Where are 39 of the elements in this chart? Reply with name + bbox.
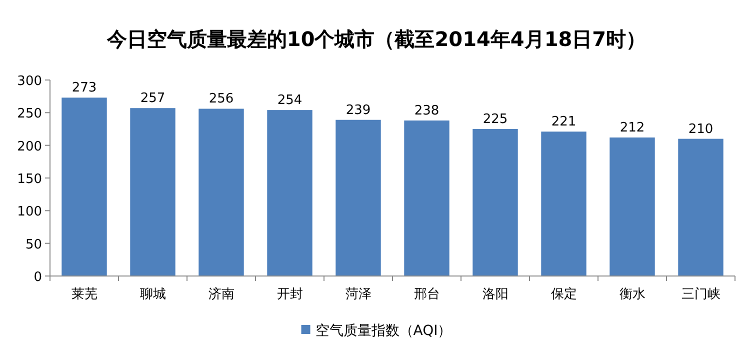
bar [678,138,724,276]
bar [472,129,518,276]
x-tick-label: 三门峡 [681,286,720,302]
bar [198,108,244,276]
data-label: 225 [482,112,508,127]
bar [404,120,450,276]
data-label: 273 [72,80,97,96]
y-tick-label: 250 [17,106,42,122]
x-tick-label: 保定 [550,287,577,302]
data-label: 238 [414,104,440,119]
x-tick-label: 邢台 [414,287,440,302]
y-tick-label: 100 [17,204,42,220]
x-tick-label: 聊城 [140,287,166,302]
data-label: 256 [208,92,234,107]
y-tick-label: 0 [34,270,42,285]
y-tick-label: 300 [17,74,42,89]
legend-label: 空气质量指数（AQI） [315,323,452,339]
x-tick-label: 开封 [276,287,303,302]
bar [62,98,107,276]
bar [130,108,176,276]
data-label: 221 [551,114,576,130]
y-tick-label: 150 [17,172,42,187]
y-tick-label: 50 [25,237,42,252]
data-label: 239 [346,102,371,118]
data-label: 210 [688,122,714,137]
bar [336,120,381,276]
bar [267,110,312,276]
bar [541,132,586,276]
data-label: 257 [140,91,166,106]
data-label: 254 [277,93,302,108]
x-tick-label: 济南 [208,287,234,302]
x-tick-label: 莱芜 [71,287,98,302]
y-tick-label: 200 [17,139,42,154]
x-tick-label: 衡水 [619,287,646,302]
x-tick-label: 菏泽 [345,287,372,302]
x-tick-label: 洛阳 [482,287,508,302]
chart-title: 今日空气质量最差的10个城市（截至2014年4月18日7时） [106,27,646,51]
bar [610,137,655,276]
data-label: 212 [620,120,645,136]
